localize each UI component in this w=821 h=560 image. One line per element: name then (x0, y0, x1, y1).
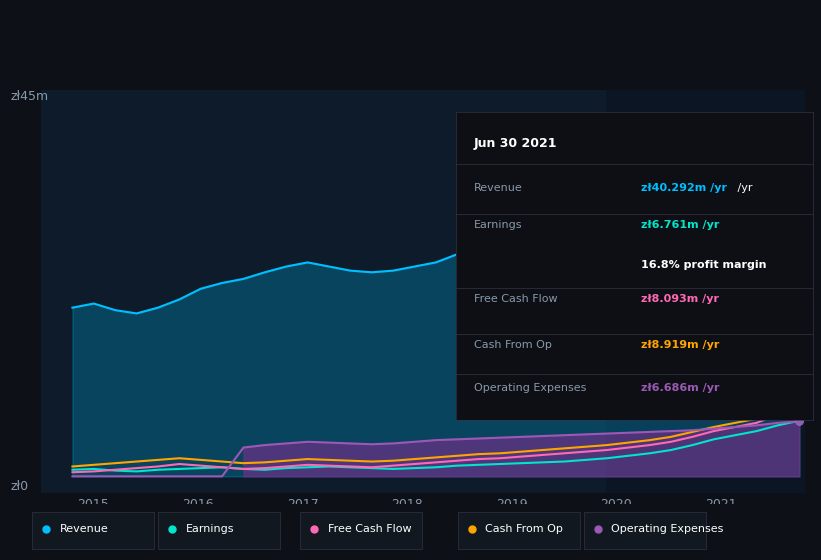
Text: Operating Expenses: Operating Expenses (474, 383, 586, 393)
Text: zł8.919m /yr: zł8.919m /yr (641, 340, 720, 350)
FancyBboxPatch shape (300, 512, 422, 549)
FancyBboxPatch shape (32, 512, 154, 549)
FancyBboxPatch shape (458, 512, 580, 549)
Text: /yr: /yr (734, 183, 753, 193)
Text: zł8.093m /yr: zł8.093m /yr (641, 294, 719, 304)
FancyBboxPatch shape (584, 512, 706, 549)
Text: Operating Expenses: Operating Expenses (612, 524, 724, 534)
Text: Earnings: Earnings (186, 524, 234, 534)
Text: Jun 30 2021: Jun 30 2021 (474, 137, 557, 150)
Text: zł45m: zł45m (11, 90, 48, 102)
Text: Revenue: Revenue (474, 183, 522, 193)
Text: zł6.761m /yr: zł6.761m /yr (641, 220, 720, 230)
Text: Free Cash Flow: Free Cash Flow (474, 294, 557, 304)
Text: Revenue: Revenue (60, 524, 108, 534)
Text: 16.8% profit margin: 16.8% profit margin (641, 260, 767, 270)
Text: Cash From Op: Cash From Op (474, 340, 552, 350)
FancyBboxPatch shape (158, 512, 281, 549)
Text: zł6.686m /yr: zł6.686m /yr (641, 383, 720, 393)
Bar (606, 90, 805, 493)
Text: Earnings: Earnings (474, 220, 522, 230)
Text: zł40.292m /yr: zł40.292m /yr (641, 183, 727, 193)
Text: Cash From Op: Cash From Op (485, 524, 563, 534)
Text: zł0: zł0 (11, 480, 29, 493)
Text: Free Cash Flow: Free Cash Flow (328, 524, 411, 534)
